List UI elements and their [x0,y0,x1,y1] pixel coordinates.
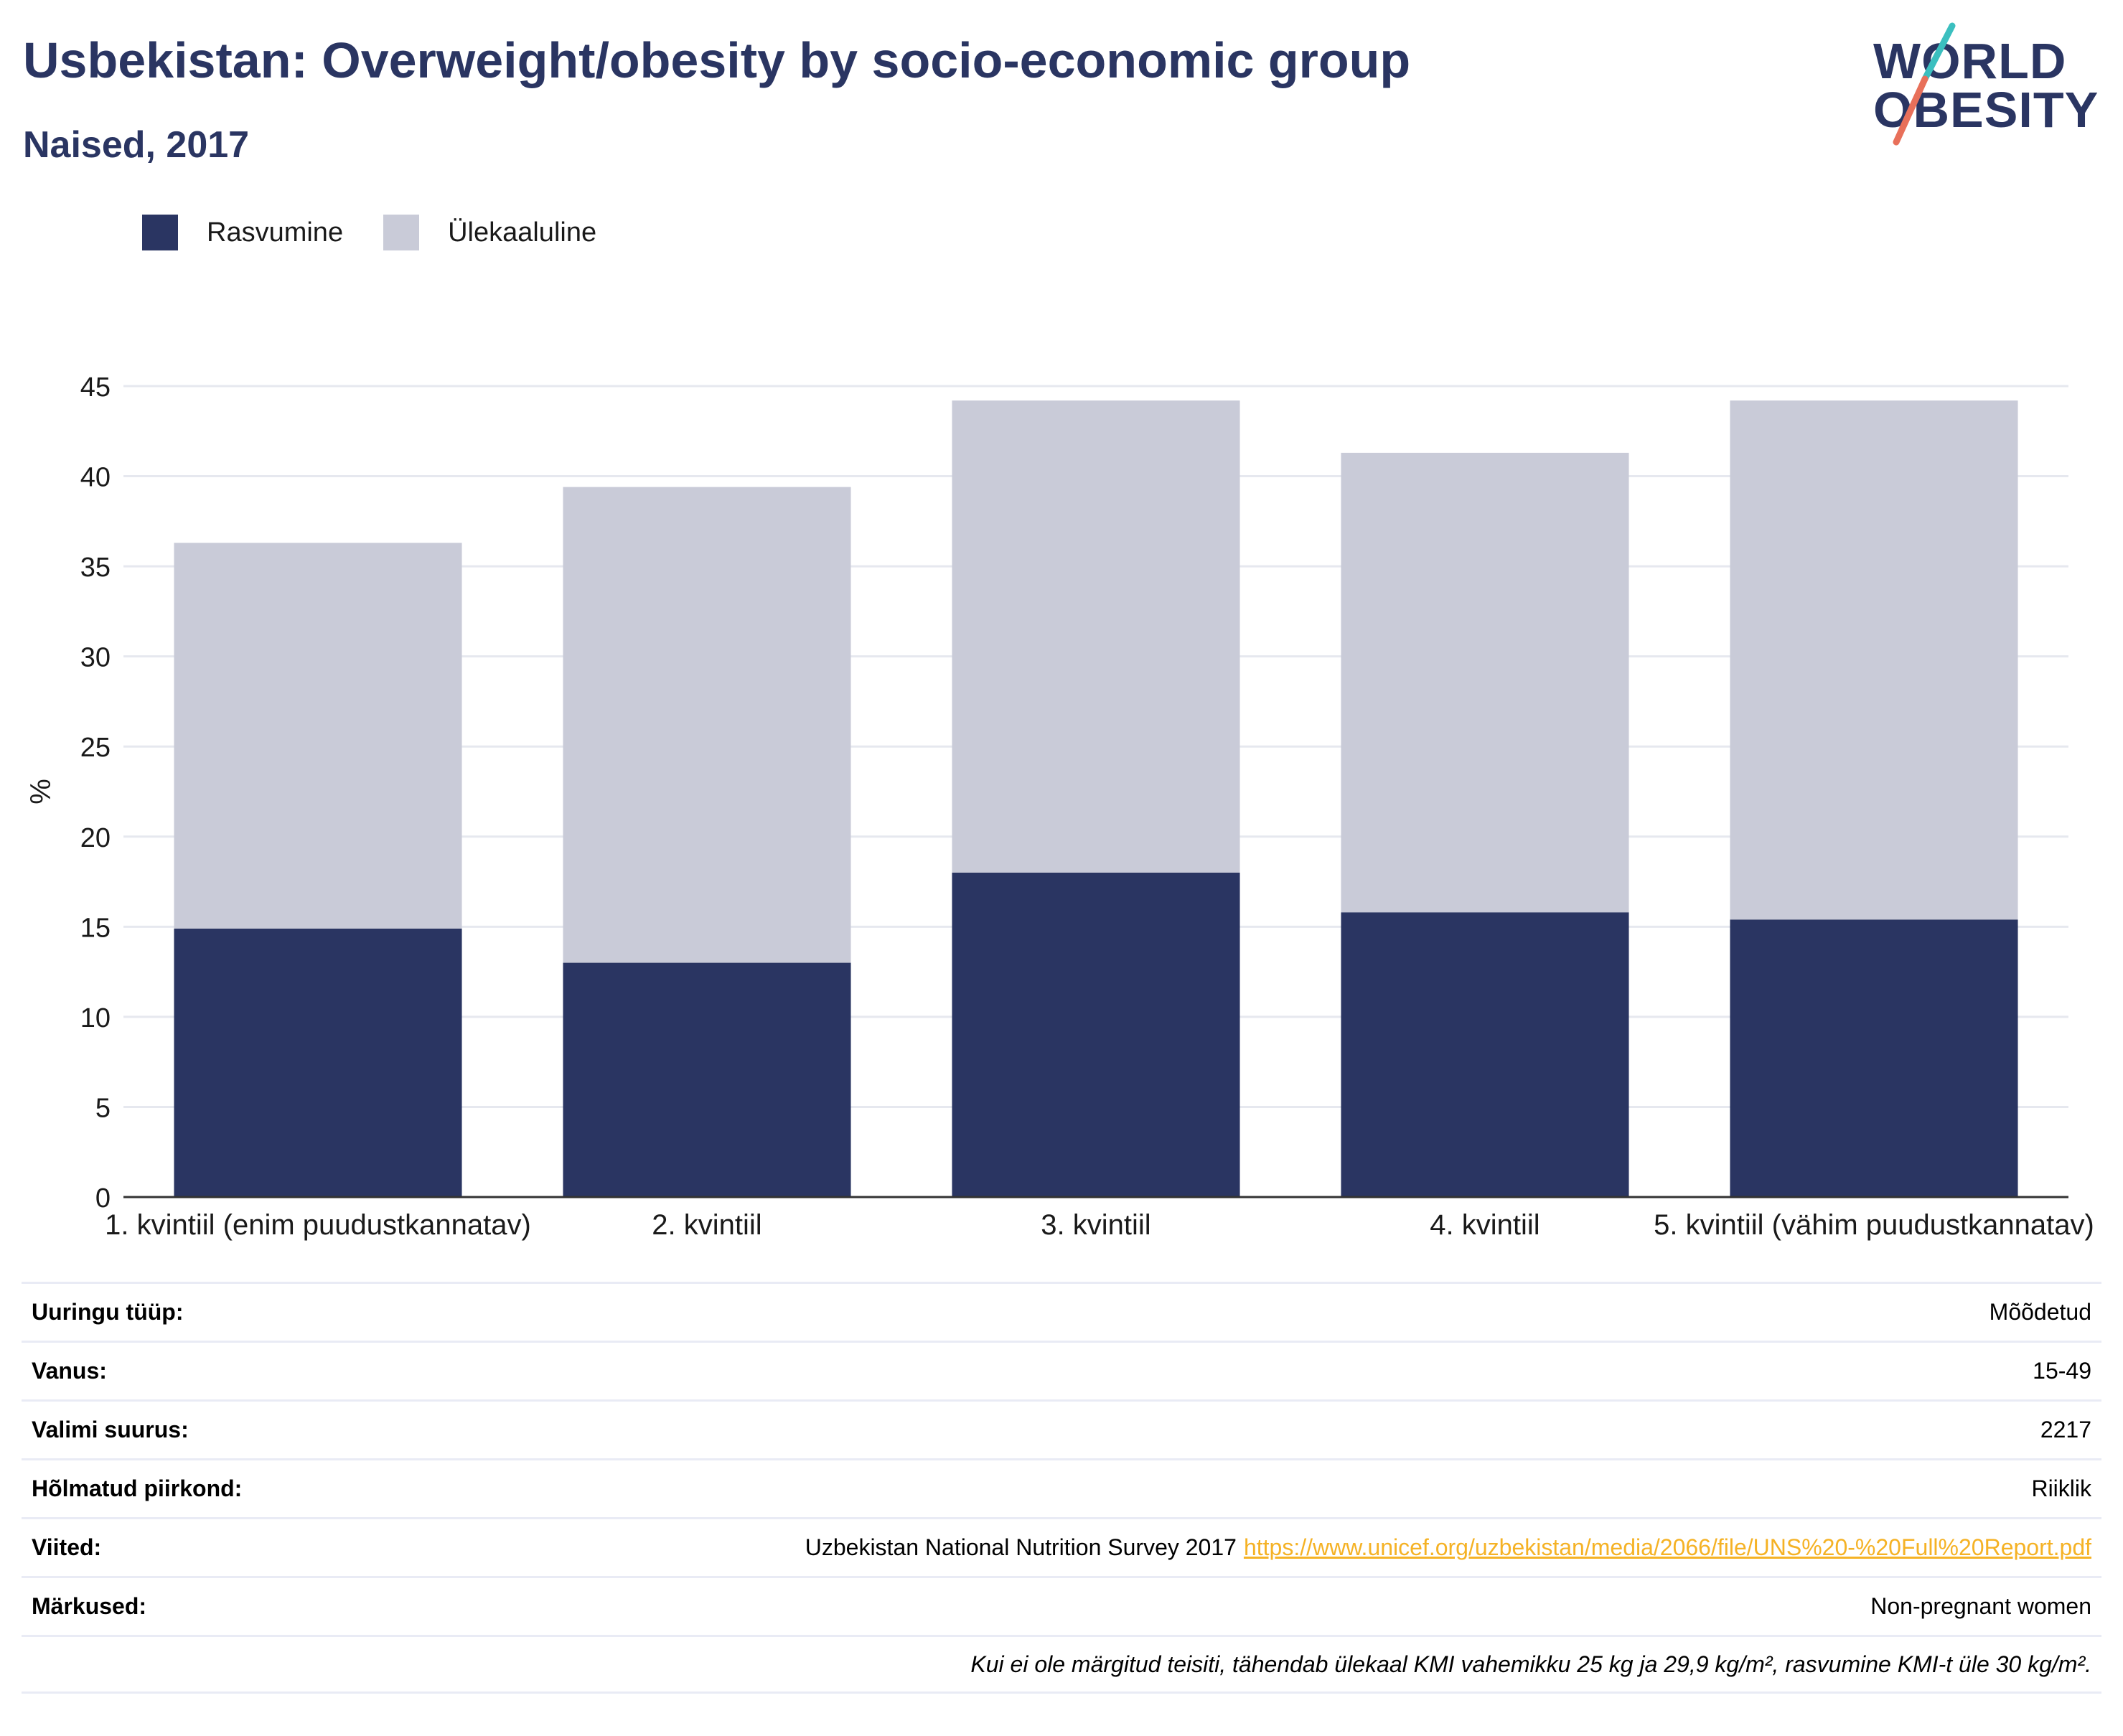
info-label: Viited: [32,1534,102,1560]
legend-item-ulekaaluline: Ülekaaluline [383,215,596,250]
info-row-notes: Märkused: Non-pregnant women [22,1576,2101,1635]
info-label: Märkused: [32,1593,147,1619]
info-row-age: Vanus: 15-49 [22,1341,2101,1399]
reference-text: Uzbekistan National Nutrition Survey 201… [805,1534,1237,1560]
x-tick-label: 1. kvintiil (enim puudustkannatav) [105,1209,531,1241]
legend-swatch-ulekaaluline [383,215,420,250]
bar-ulekaaluline [1730,400,2018,920]
chart-subtitle: Naised, 2017 [23,124,250,166]
info-row-references: Viited: Uzbekistan National Nutrition Su… [22,1517,2101,1576]
logo-text-world: WORLD [1873,33,2067,89]
x-tick-label: 2. kvintiil [652,1209,761,1241]
x-tick-label: 4. kvintiil [1430,1209,1539,1241]
chart-title: Usbekistan: Overweight/obesity by socio-… [23,32,1411,88]
info-row-area-covered: Hõlmatud piirkond: Riiklik [22,1458,2101,1517]
y-tick-label: 10 [80,1003,111,1033]
definition-note: Kui ei ole märgitud teisiti, tähendab ül… [970,1651,2091,1677]
y-tick-label: 20 [80,823,111,853]
bar-rasvumine [1730,919,2018,1197]
legend-swatch-rasvumine [142,215,178,250]
y-tick-label: 5 [95,1093,111,1123]
y-tick-label: 40 [80,463,111,493]
legend: Rasvumine Ülekaaluline [142,212,637,253]
reference-link[interactable]: https://www.unicef.org/uzbekistan/media/… [1243,1534,2091,1560]
info-label: Vanus: [32,1358,107,1384]
y-tick-label: 30 [80,643,111,673]
bar-ulekaaluline [174,543,462,929]
bar-chart: 0 5 10 15 20 25 30 35 40 45% 1. kvintiil (enim puu… [25,372,2094,1241]
bar-rasvumine [563,962,851,1197]
bar-rasvumine [952,873,1240,1197]
y-axis-label: % [25,779,57,804]
x-tick-label: 3. kvintiil [1041,1209,1150,1241]
bar-rasvumine [174,928,462,1197]
info-value: Riiklik [2031,1475,2091,1501]
y-tick-label: 45 [80,372,111,403]
info-row-definition-note: Kui ei ole märgitud teisiti, tähendab ül… [22,1635,2101,1694]
y-tick-label: 25 [80,733,111,763]
y-tick-label: 35 [80,553,111,583]
info-value: 2217 [2040,1417,2091,1442]
info-label: Hõlmatud piirkond: [32,1475,243,1501]
info-value: Non-pregnant women [1870,1593,2091,1619]
info-value: Uzbekistan National Nutrition Survey 201… [805,1534,2091,1561]
y-tick-label: 15 [80,913,111,943]
info-label: Uuringu tüüp: [32,1299,184,1325]
y-tick-label: 0 [95,1183,111,1214]
bar-ulekaaluline [563,487,851,963]
info-value: 15-49 [2033,1358,2091,1384]
legend-label: Rasvumine [207,217,344,248]
legend-label: Ülekaaluline [448,217,597,248]
info-row-sample-size: Valimi suurus: 2217 [22,1399,2101,1458]
x-tick-label: 5. kvintiil (vähim puudustkannatav) [1654,1209,2094,1241]
legend-item-rasvumine: Rasvumine [142,215,343,250]
world-obesity-logo: WORLD OBESITY [1873,22,2103,151]
logo-slash-icon [1893,22,1956,146]
info-label: Valimi suurus: [32,1417,189,1442]
bar-ulekaaluline [952,400,1240,873]
info-table: Uuringu tüüp: Mõõdetud Vanus: 15-49 Vali… [22,1282,2101,1694]
info-value: Mõõdetud [1989,1299,2091,1325]
bar-ulekaaluline [1341,452,1629,913]
bar-rasvumine [1341,912,1629,1197]
info-row-survey-type: Uuringu tüüp: Mõõdetud [22,1282,2101,1341]
